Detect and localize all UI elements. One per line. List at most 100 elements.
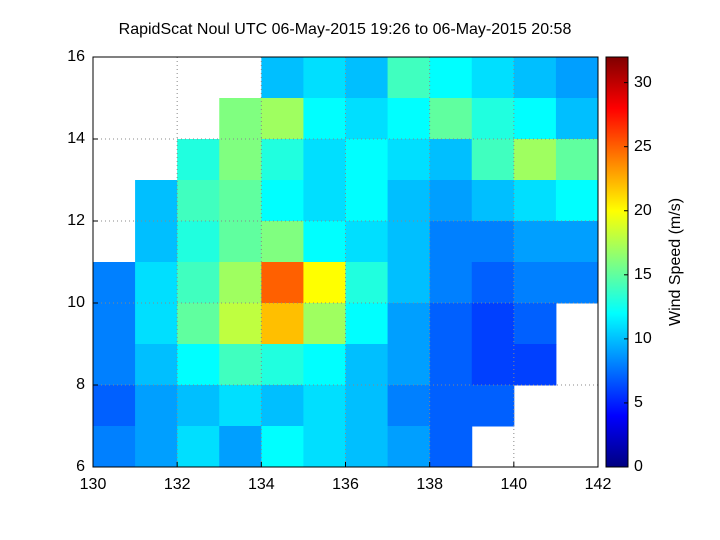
y-tick-label: 12 [67, 212, 85, 229]
cell [387, 303, 431, 345]
cell [471, 180, 515, 222]
x-tick-label: 132 [164, 476, 191, 493]
cell [555, 180, 599, 222]
colorbar [605, 56, 629, 468]
cell [261, 180, 304, 222]
cell [261, 221, 304, 263]
cell [261, 262, 304, 304]
cell [93, 262, 136, 304]
cell [429, 426, 473, 468]
cell [219, 262, 262, 304]
y-tick-label: 8 [76, 376, 85, 393]
cell [471, 221, 515, 263]
cell [177, 139, 220, 181]
cell [555, 139, 599, 181]
cell [555, 98, 599, 140]
cell [513, 180, 557, 222]
cell [135, 426, 178, 468]
cell [387, 426, 431, 468]
cell [219, 344, 262, 386]
cell [93, 385, 136, 427]
x-tick-label: 138 [416, 476, 443, 493]
cell [387, 57, 431, 99]
cell [219, 221, 262, 263]
x-tick-label: 130 [80, 476, 107, 493]
cell [303, 221, 346, 263]
cell [135, 344, 178, 386]
cell [471, 303, 515, 345]
cell [303, 426, 346, 468]
cell [345, 180, 389, 222]
cell [555, 221, 599, 263]
cell [429, 139, 473, 181]
cell [555, 57, 599, 99]
x-tick-label: 134 [248, 476, 275, 493]
cell [513, 262, 557, 304]
cell [303, 180, 346, 222]
cell [345, 221, 389, 263]
cell [387, 180, 431, 222]
colorbar-tick-label: 5 [634, 394, 643, 411]
y-tick-label: 14 [67, 130, 85, 147]
cell [471, 139, 515, 181]
cell [135, 262, 178, 304]
cell [429, 303, 473, 345]
cell [219, 385, 262, 427]
cell [429, 221, 473, 263]
cell [303, 262, 346, 304]
cell [219, 98, 262, 140]
cell [471, 262, 515, 304]
cell [177, 344, 220, 386]
cell [177, 262, 220, 304]
cell [135, 303, 178, 345]
cell [429, 385, 473, 427]
cell [261, 344, 304, 386]
cell [513, 98, 557, 140]
colorbar-label: Wind Speed (m/s) [667, 198, 684, 326]
colorbar-tick-label: 10 [634, 330, 652, 347]
cell [135, 385, 178, 427]
cell [261, 57, 304, 99]
cell [177, 303, 220, 345]
cell [93, 303, 136, 345]
cell [345, 262, 389, 304]
cell [471, 98, 515, 140]
cell [261, 98, 304, 140]
colorbar-tick-label: 15 [634, 266, 652, 283]
cell [219, 303, 262, 345]
cell [93, 344, 136, 386]
cell [303, 303, 346, 345]
cell [429, 262, 473, 304]
cell [471, 57, 515, 99]
cell [303, 57, 346, 99]
y-tick-label: 10 [67, 294, 85, 311]
cell [345, 385, 389, 427]
cell [387, 344, 431, 386]
cell [177, 385, 220, 427]
cell [429, 57, 473, 99]
cell [303, 139, 346, 181]
chart-title: RapidScat Noul UTC 06-May-2015 19:26 to … [119, 21, 572, 38]
cell [387, 262, 431, 304]
cell [177, 426, 220, 468]
colorbar-tick-label: 25 [634, 138, 652, 155]
cell [429, 98, 473, 140]
x-tick-label: 142 [585, 476, 612, 493]
x-tick-label: 136 [332, 476, 359, 493]
cell [345, 139, 389, 181]
cell [513, 57, 557, 99]
cell [135, 221, 178, 263]
colorbar-tick-label: 20 [634, 202, 652, 219]
cell [177, 180, 220, 222]
y-tick-label: 16 [67, 48, 85, 65]
cell [387, 221, 431, 263]
cell [303, 385, 346, 427]
colorbar-tick-label: 0 [634, 458, 643, 475]
cell [429, 180, 473, 222]
cell [345, 426, 389, 468]
cell [261, 385, 304, 427]
cell [555, 262, 599, 304]
cell [345, 57, 389, 99]
cell [261, 426, 304, 468]
